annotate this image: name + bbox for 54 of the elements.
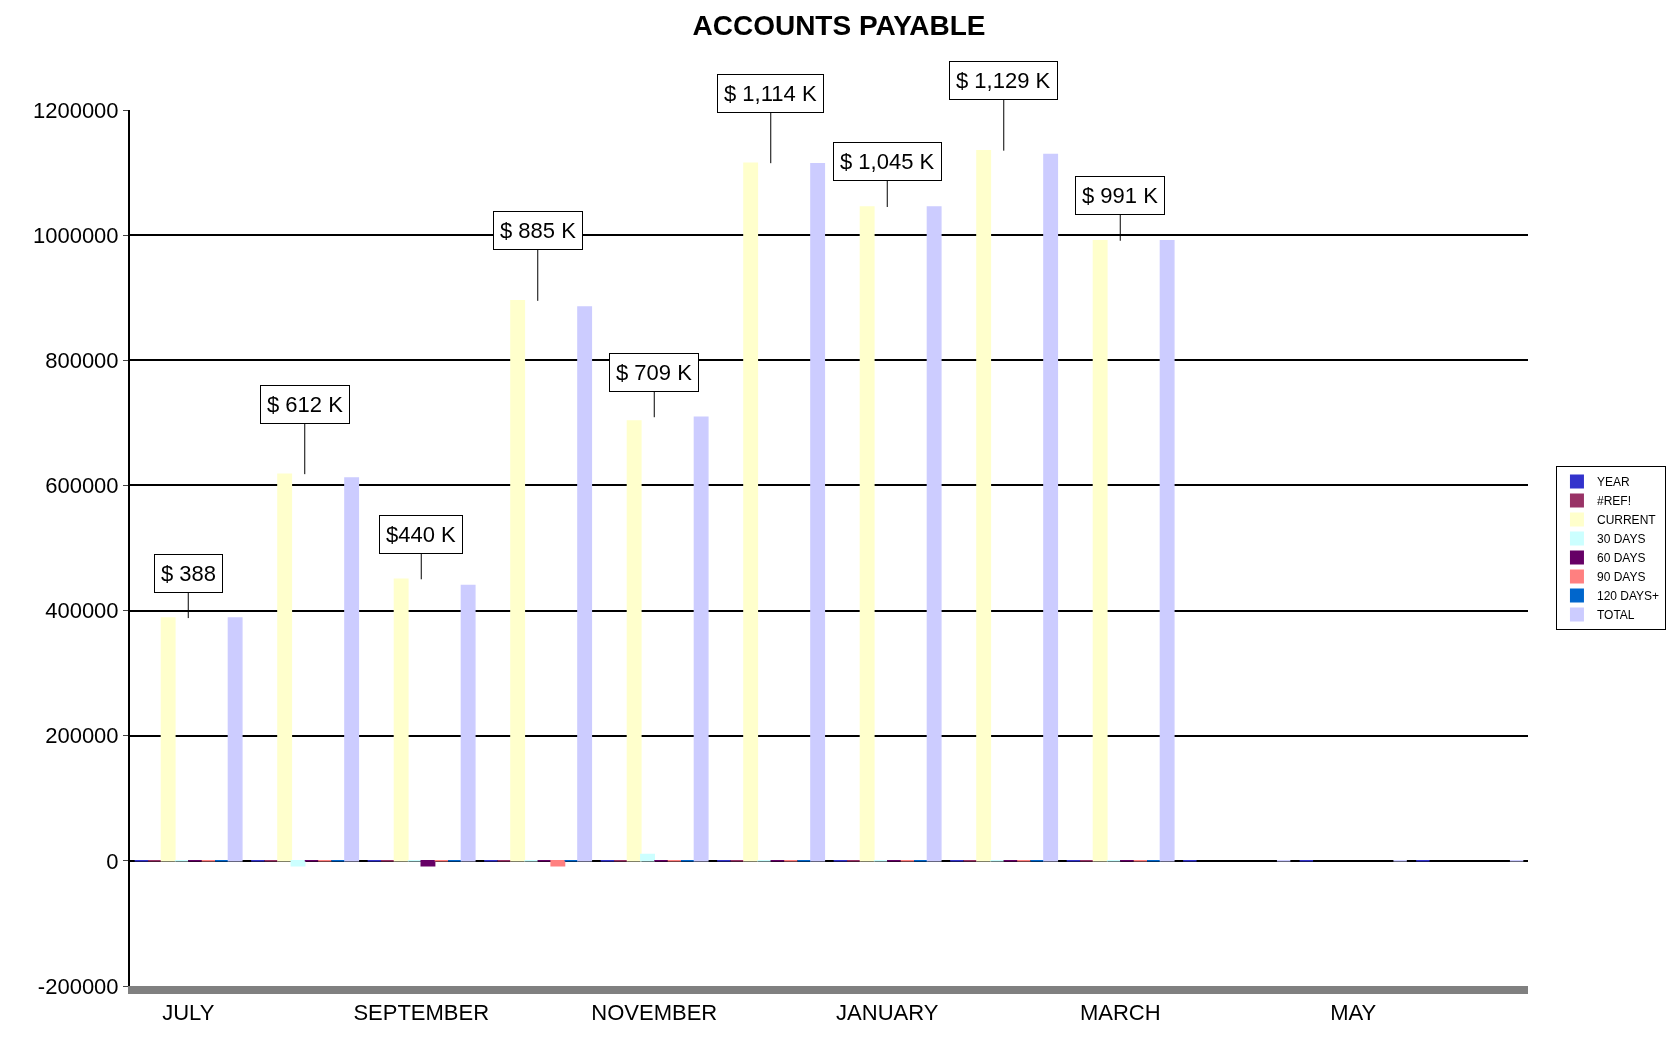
x-tick-label: MAY: [1330, 1000, 1377, 1026]
bar: [277, 473, 293, 862]
bar: [926, 206, 942, 862]
bar: [393, 578, 409, 862]
y-tick-label: -200000: [37, 973, 119, 999]
bar: [510, 300, 526, 862]
legend-label: 90 DAYS: [1596, 570, 1646, 585]
bar: [460, 584, 476, 862]
x-tick-label: MARCH: [1079, 1000, 1161, 1026]
bar: [344, 477, 360, 862]
annotation: $ 991 K: [1082, 183, 1159, 208]
bar: [640, 853, 655, 862]
legend-label: 60 DAYS: [1596, 551, 1646, 566]
bar: [1043, 153, 1059, 862]
legend-label: YEAR: [1596, 475, 1630, 490]
annotation: $ 709 K: [616, 360, 693, 385]
x-tick-label: SEPTEMBER: [353, 1000, 490, 1026]
legend-label: CURRENT: [1596, 513, 1657, 528]
y-tick-label: 1000000: [32, 222, 119, 248]
legend-label: TOTAL: [1596, 608, 1635, 623]
y-tick-label: 400000: [45, 598, 119, 624]
annotation: $ 1,045 K: [840, 149, 935, 174]
bar: [743, 162, 759, 862]
legend-label: 120 DAYS+: [1596, 589, 1660, 604]
y-tick-label: 200000: [45, 723, 119, 749]
bar: [976, 149, 992, 862]
bar: [227, 617, 243, 862]
bar: [1159, 240, 1175, 862]
chart-title: ACCOUNTS PAYABLE: [692, 10, 986, 42]
y-tick-label: 800000: [45, 347, 119, 373]
text: $ 1,114 K: [724, 81, 817, 106]
x-tick-label: JULY: [162, 1000, 215, 1026]
annotation: $ 612 K: [267, 392, 344, 417]
y-tick-label: 1200000: [32, 97, 119, 123]
annotation: $ 885 K: [500, 218, 577, 243]
bar: [1092, 240, 1108, 862]
y-tick-label: 0: [106, 848, 119, 874]
bar: [626, 420, 642, 862]
annotation: $ 388: [161, 561, 217, 586]
bar: [693, 416, 709, 862]
bar: [160, 617, 176, 862]
bar: [420, 860, 436, 867]
x-tick-label: JANUARY: [836, 1000, 939, 1026]
bar: [810, 163, 826, 862]
legend-label: 30 DAYS: [1596, 532, 1646, 547]
bar: [859, 206, 875, 862]
annotation: $440 K: [386, 522, 457, 547]
bar: [550, 860, 566, 867]
y-tick-label: 600000: [45, 473, 119, 499]
text: $ 1,129 K: [956, 68, 1051, 93]
bar: [577, 306, 593, 862]
x-tick-label: NOVEMBER: [591, 1000, 718, 1026]
legend-label: #REF!: [1596, 494, 1631, 509]
bar: [290, 860, 306, 867]
